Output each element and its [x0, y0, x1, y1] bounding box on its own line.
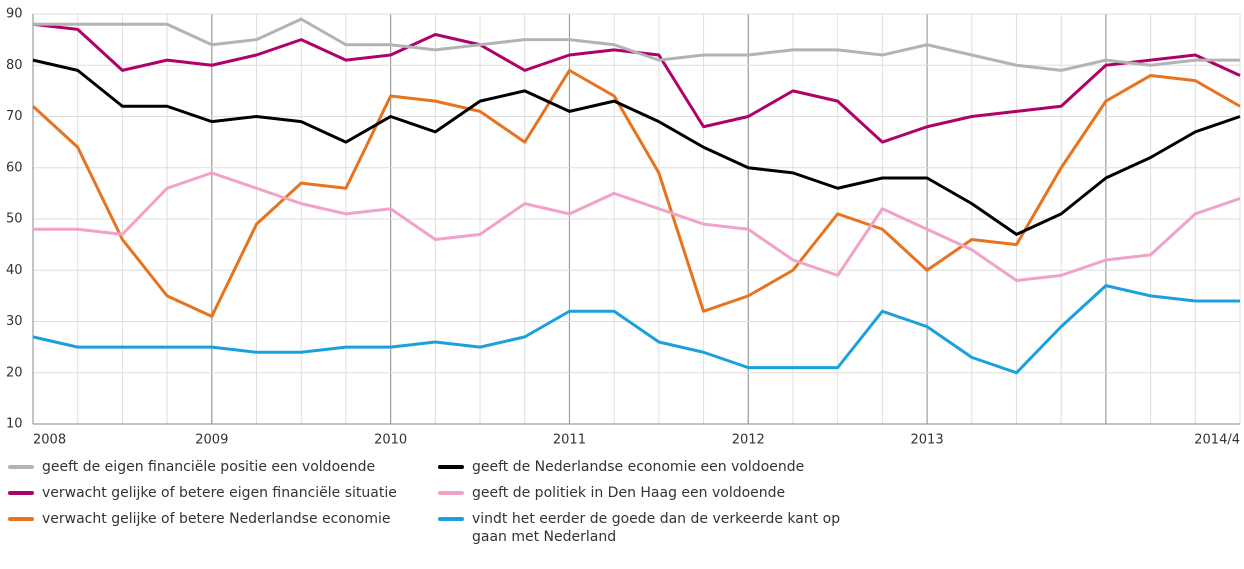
- legend-item: vindt het eerder de goede dan de verkeer…: [438, 510, 858, 546]
- legend-swatch: [438, 517, 464, 521]
- legend: geeft de eigen financiële positie een vo…: [8, 458, 858, 546]
- y-tick-label: 80: [6, 58, 23, 73]
- legend-swatch: [8, 465, 34, 469]
- y-tick-label: 30: [6, 314, 23, 329]
- legend-label: vindt het eerder de goede dan de verkeer…: [472, 511, 841, 545]
- legend-item: geeft de politiek in Den Haag een voldoe…: [438, 484, 858, 502]
- x-tick-label: 2011: [553, 433, 586, 448]
- legend-swatch: [438, 465, 464, 469]
- x-tick-label: 2012: [732, 433, 765, 448]
- y-tick-label: 40: [6, 263, 23, 278]
- series-line: [32, 58, 1241, 236]
- x-tick-label: 2014/4: [1194, 433, 1240, 448]
- series-line: [31, 68, 1241, 318]
- series-line: [32, 284, 1240, 375]
- legend-label: geeft de politiek in Den Haag een voldoe…: [472, 485, 786, 501]
- series-line: [33, 171, 1241, 282]
- y-tick-label: 60: [6, 160, 23, 175]
- series-line: [33, 17, 1240, 72]
- legend-item: verwacht gelijke of betere Nederlandse e…: [8, 510, 438, 546]
- chart: 10 20 30 40 50 60 70 80 90 2008 2009 2010 2011 2012 20…: [6, 7, 1241, 448]
- legend-item: geeft de Nederlandse economie een voldoe…: [438, 458, 858, 476]
- x-tick-label: 2013: [911, 433, 944, 448]
- x-tick-label: 2008: [33, 433, 66, 448]
- legend-label: verwacht gelijke of betere eigen financi…: [42, 485, 397, 501]
- x-tick-label: 2009: [195, 433, 228, 448]
- y-tick-label: 90: [6, 7, 23, 22]
- legend-label: verwacht gelijke of betere Nederlandse e…: [42, 511, 391, 527]
- series-line: [32, 22, 1241, 144]
- legend-swatch: [8, 491, 34, 495]
- legend-label: geeft de Nederlandse economie een voldoe…: [472, 459, 805, 475]
- y-tick-label: 10: [6, 417, 23, 432]
- y-tick-label: 70: [6, 109, 23, 124]
- y-tick-label: 50: [6, 212, 23, 227]
- x-tick-label: 2010: [374, 433, 407, 448]
- legend-item: verwacht gelijke of betere eigen financi…: [8, 484, 438, 502]
- legend-swatch: [438, 491, 464, 495]
- legend-swatch: [8, 517, 34, 521]
- y-tick-label: 20: [6, 365, 23, 380]
- legend-label: geeft de eigen financiële positie een vo…: [42, 459, 376, 475]
- legend-item: geeft de eigen financiële positie een vo…: [8, 458, 438, 476]
